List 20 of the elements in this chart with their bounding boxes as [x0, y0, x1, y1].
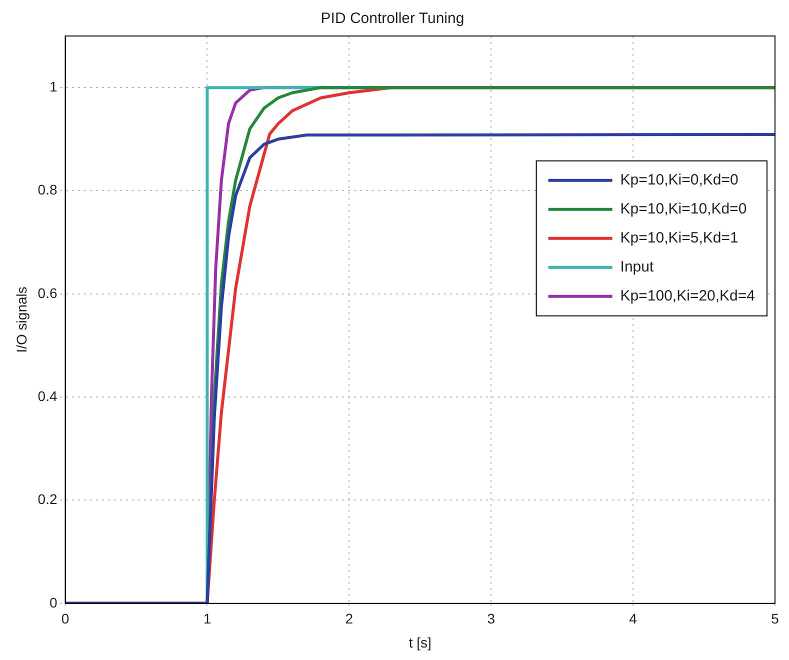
x-tick-label: 1 [203, 610, 212, 627]
legend-label: Kp=10,Ki=0,Kd=0 [620, 171, 738, 188]
x-tick-label: 2 [345, 610, 354, 627]
x-tick-label: 4 [629, 610, 638, 627]
legend-label: Kp=10,Ki=5,Kd=1 [620, 229, 738, 246]
x-axis-title: t [s] [408, 634, 432, 650]
y-tick-label: 1 [49, 78, 58, 94]
x-tick-label: 3 [487, 610, 496, 627]
y-tick-label: 0.6 [38, 284, 58, 301]
y-tick-label: 0.2 [38, 491, 58, 508]
y-tick-label: 0.8 [38, 182, 58, 198]
x-tick-label: 0 [61, 610, 70, 627]
y-axis-title: I/O signals [13, 286, 30, 353]
legend-label: Kp=10,Ki=10,Kd=0 [620, 200, 747, 218]
y-tick-label: 0.4 [38, 388, 58, 404]
y-tick-label: 0 [49, 594, 58, 610]
legend-label: Kp=100,Ki=20,Kd=4 [620, 287, 756, 304]
x-tick-label: 5 [771, 610, 780, 627]
legend-label: Input [620, 258, 654, 276]
chart-title: PID Controller Tuning [320, 10, 464, 28]
